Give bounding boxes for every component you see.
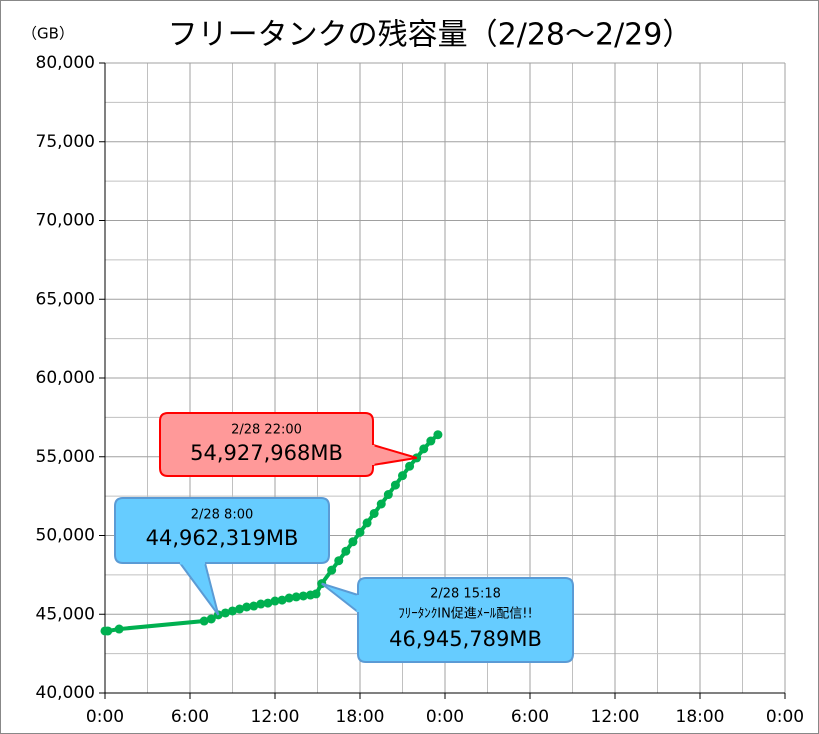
data-point [348,537,358,547]
callout: 2/28 22:00 54,927,968MB [159,412,417,477]
x-tick-label: 0:00 [86,707,124,727]
data-point [355,527,365,537]
callout-note: ﾌﾘｰﾀﾝｸIN促進ﾒｰﾙ配信!! [398,607,532,622]
x-tick-label: 6:00 [171,707,209,727]
data-point [334,556,344,566]
data-point [376,499,386,509]
data-point [369,508,379,518]
y-tick-label: 70,000 [36,211,95,231]
y-tick-label: 55,000 [36,447,95,467]
data-point [390,480,400,490]
x-tick-label: 18:00 [676,707,725,727]
data-point [270,596,280,606]
y-unit: （GB） [22,25,74,43]
data-point [433,430,443,440]
callout-date: 2/28 8:00 [191,508,254,523]
chart-title: フリータンクの残容量（2/28～2/29） [168,18,693,53]
data-point [220,608,230,618]
callout-value: 46,945,789MB [389,627,542,651]
callout-box [159,412,374,477]
data-point [398,471,407,481]
x-tick-label: 12:00 [251,707,300,727]
y-tick-label: 60,000 [36,368,95,388]
callout-value: 44,962,319MB [146,526,299,550]
data-point [206,614,216,624]
data-point [362,518,372,528]
x-tick-label: 0:00 [426,707,464,727]
data-point [341,546,351,556]
data-point [114,624,124,634]
y-tick-label: 80,000 [36,53,95,73]
x-tick-label: 6:00 [511,707,549,727]
callout-value: 54,927,968MB [190,441,343,465]
callout-date: 2/28 22:00 [231,423,302,438]
callout-box [357,577,574,663]
callout: 2/28 8:00 44,962,319MB [114,497,330,616]
data-point [405,461,415,471]
callout-box [114,497,330,564]
data-point [383,490,393,500]
x-tick-label: 0:00 [766,707,804,727]
data-point [419,444,429,454]
data-point [277,595,287,605]
data-point [242,602,252,612]
data-point [298,591,308,601]
data-point [235,604,245,614]
y-tick-label: 65,000 [36,289,95,309]
y-tick-label: 45,000 [36,604,95,624]
data-point [199,616,209,626]
data-point [228,606,237,616]
data-point [426,436,436,446]
y-tick-label: 40,000 [36,683,95,703]
data-point [327,565,337,575]
data-point [291,592,301,602]
x-tick-label: 18:00 [336,707,385,727]
x-tick-label: 12:00 [591,707,640,727]
data-point [249,601,259,611]
y-tick-label: 75,000 [36,132,95,152]
data-point [284,593,294,603]
y-tick-label: 50,000 [36,526,95,546]
callout-date: 2/28 15:18 [430,587,501,602]
data-point [263,598,273,608]
data-point [311,589,321,599]
data-point [103,626,113,636]
data-point [256,599,266,609]
callout: 2/28 15:18 ﾌﾘｰﾀﾝｸIN促進ﾒｰﾙ配信!! 46,945,789MB [321,577,574,663]
